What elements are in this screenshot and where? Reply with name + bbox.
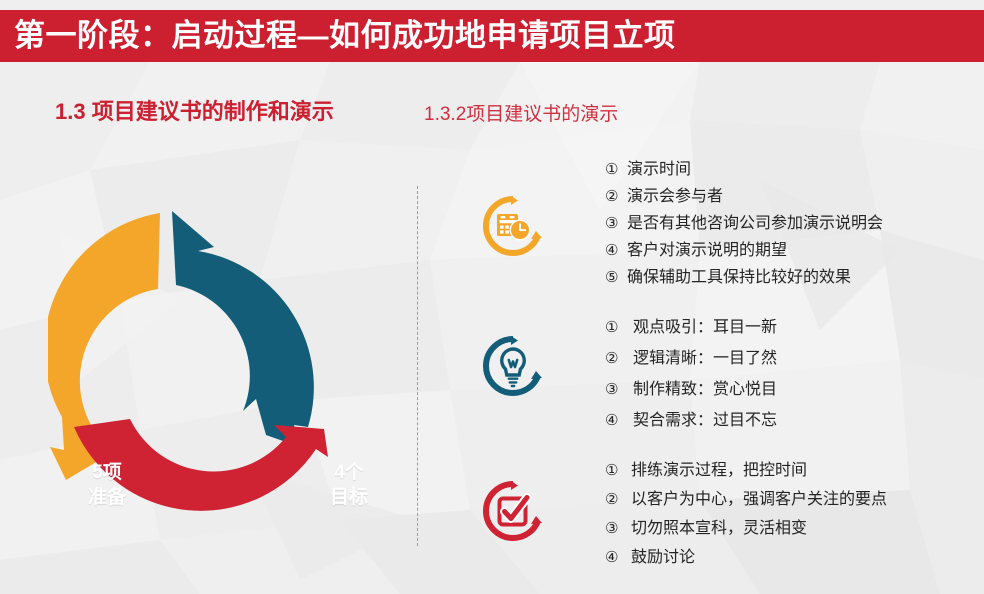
cycle-segment-goal[interactable] [172, 211, 314, 447]
list-marker: ④ [605, 242, 619, 259]
list-item: ① 演示时间 [605, 156, 883, 183]
list-text: 鼓励讨论 [631, 549, 696, 566]
vertical-divider [417, 186, 418, 546]
section-subtitle: 1.3 项目建议书的制作和演示 [55, 99, 334, 124]
page-title: 第一阶段：启动过程—如何成功地申请项目立项 [14, 18, 676, 53]
list-marker: ③ [605, 520, 619, 537]
list-marker: ② [605, 350, 619, 367]
list-text: 确保辅助工具保持比较好的效果 [627, 269, 852, 286]
list-group-skills: ① 排练演示过程，把控时间 ② 以客户为中心，强调客户关注的要点 ③ 切勿照本宣… [605, 456, 887, 572]
list-text: 演示时间 [627, 161, 692, 178]
checkbox-check-icon [481, 479, 545, 543]
list-marker: ④ [605, 412, 619, 429]
list-item: ④ 鼓励讨论 [605, 543, 887, 572]
section-subtitle-secondary: 1.3.2项目建议书的演示 [424, 104, 619, 125]
list-marker: ① [605, 319, 619, 336]
list-text: 客户对演示说明的期望 [627, 242, 788, 259]
list-item: ⑤ 确保辅助工具保持比较好的效果 [605, 264, 883, 291]
list-text: 契合需求：过目不忘 [633, 412, 778, 429]
list-text: 观点吸引：耳目一新 [633, 319, 778, 336]
list-marker: ③ [605, 215, 619, 232]
list-item: ③ 是否有其他咨询公司参加演示说明会 [605, 210, 883, 237]
list-marker: ① [605, 161, 619, 178]
lightbulb-icon [481, 334, 545, 398]
list-marker: ① [605, 462, 619, 479]
cycle-diagram-svg [44, 211, 328, 511]
list-marker: ⑤ [605, 269, 619, 286]
list-item: ① 观点吸引：耳目一新 [605, 312, 777, 343]
list-item: ① 排练演示过程，把控时间 [605, 456, 887, 485]
list-text: 逻辑清晰：一目了然 [633, 350, 778, 367]
list-marker: ② [605, 491, 619, 508]
list-text: 演示会参与者 [627, 188, 724, 205]
cycle-segment-skill[interactable] [74, 419, 328, 511]
list-text: 制作精致：赏心悦目 [633, 381, 778, 398]
list-marker: ② [605, 188, 619, 205]
cycle-label-prepare: 5项 准备 [87, 462, 126, 508]
list-item: ② 以客户为中心，强调客户关注的要点 [605, 485, 887, 514]
list-item: ④ 契合需求：过目不忘 [605, 405, 777, 436]
cycle-diagram: 5项 准备 4个 目标 4种 技巧 [44, 185, 378, 555]
header-bar [0, 10, 984, 62]
list-text: 以客户为中心，强调客户关注的要点 [631, 491, 888, 508]
cycle-segment-prepare[interactable] [44, 213, 161, 480]
list-item: ③ 制作精致：赏心悦目 [605, 374, 777, 405]
list-marker: ③ [605, 381, 619, 398]
list-item: ② 演示会参与者 [605, 183, 883, 210]
list-marker: ④ [605, 549, 619, 566]
list-item: ② 逻辑清晰：一目了然 [605, 343, 777, 374]
list-text: 是否有其他咨询公司参加演示说明会 [627, 215, 884, 232]
list-item: ④ 客户对演示说明的期望 [605, 237, 883, 264]
list-text: 排练演示过程，把控时间 [631, 462, 808, 479]
list-group-goals: ① 观点吸引：耳目一新 ② 逻辑清晰：一目了然 ③ 制作精致：赏心悦目 ④ 契合… [605, 312, 777, 436]
list-group-preparation: ① 演示时间 ② 演示会参与者 ③ 是否有其他咨询公司参加演示说明会 ④ 客户对… [605, 156, 883, 291]
list-item: ③ 切勿照本宣科，灵活相变 [605, 514, 887, 543]
calendar-clock-icon [481, 194, 545, 258]
cycle-label-goal: 4个 目标 [329, 462, 368, 508]
list-text: 切勿照本宣科，灵活相变 [631, 520, 808, 537]
